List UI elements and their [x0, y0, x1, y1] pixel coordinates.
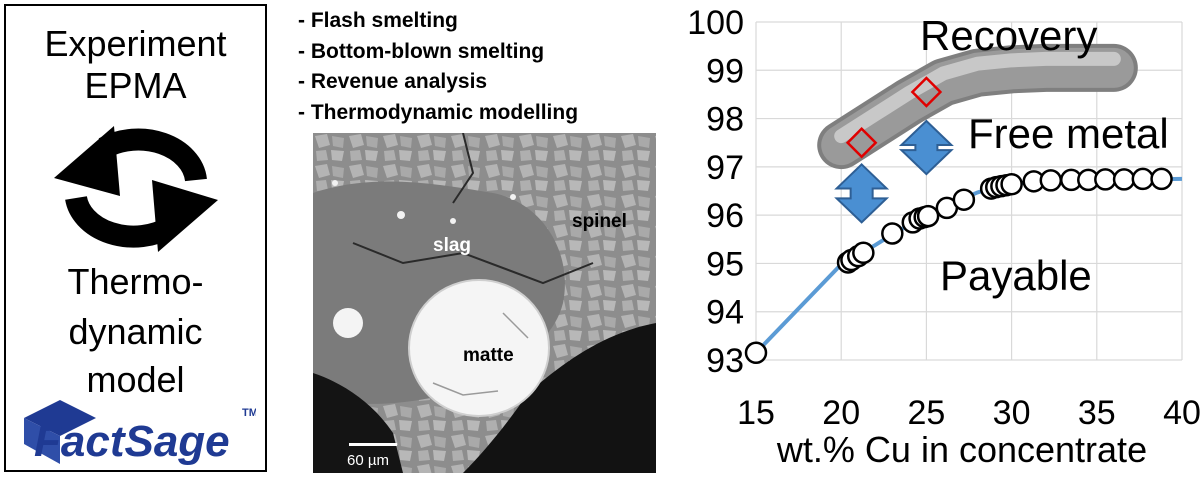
- x-tick-label: 20: [822, 394, 860, 432]
- gap-arrows: [834, 119, 954, 224]
- spinel-label: spinel: [572, 211, 627, 232]
- payable-data-point: [1112, 168, 1136, 191]
- x-tick-label: 35: [1078, 394, 1116, 432]
- matte-droplet: [332, 180, 338, 186]
- list-item: - Flash smelting: [298, 9, 458, 32]
- recovery-band-highlight: [834, 51, 1121, 144]
- recovery-band: [817, 43, 1138, 170]
- y-tick-label: 99: [706, 52, 744, 90]
- pore-region: [463, 323, 656, 473]
- data-points: [744, 76, 1173, 365]
- y-tick-label: 95: [706, 245, 744, 283]
- model-label: model: [86, 359, 185, 400]
- payable-data-point: [1039, 169, 1063, 192]
- crack: [452, 133, 475, 204]
- free-metal-annotation: Free metal: [968, 110, 1169, 157]
- matte-droplet: [510, 194, 516, 200]
- recovery-band-body: [821, 47, 1134, 166]
- process-list: - Flash smelting - Bottom-blown smelting…: [298, 6, 578, 128]
- y-tick-label: 94: [706, 294, 744, 332]
- logo-wordmark: FactSage: [34, 417, 230, 466]
- matte-label: matte: [463, 345, 514, 366]
- model-cycle-panel: Experiment EPMA Thermo- dynamic model Fa…: [4, 4, 267, 472]
- experiment-label: Experiment: [44, 23, 227, 64]
- matte-droplet: [333, 308, 363, 338]
- payable-data-point: [881, 222, 904, 245]
- cycle-arrows-icon: [54, 126, 218, 252]
- payable-annotation: Payable: [940, 252, 1092, 299]
- epma-micrograph: slag spinel matte 60 µm: [313, 133, 656, 473]
- scale-bar: [349, 443, 397, 446]
- dynamic-label: dynamic: [68, 311, 203, 352]
- crack: [352, 242, 594, 285]
- list-item: - Thermodynamic modelling: [298, 100, 579, 124]
- logo-diamond-side: [24, 418, 60, 464]
- y-tick-label: 97: [706, 149, 744, 187]
- matte-droplet: [450, 218, 456, 224]
- thermo-label: Thermo-: [67, 261, 204, 302]
- y-tick-label: 96: [706, 197, 744, 235]
- payable-data-point: [1094, 168, 1117, 191]
- x-tick-label: 30: [993, 394, 1031, 432]
- x-axis-label: wt.% Cu in concentrate: [776, 429, 1147, 470]
- list-item: - Revenue analysis: [298, 70, 488, 93]
- double-arrow-icon: [834, 163, 890, 224]
- recovery-data-point: [910, 76, 943, 108]
- epma-label: EPMA: [84, 65, 187, 106]
- payable-data-point: [1150, 167, 1173, 191]
- list-item: - Bottom-blown smelting: [298, 39, 545, 63]
- payable-data-point: [1000, 172, 1023, 196]
- x-tick-label: 40: [1163, 394, 1200, 432]
- payable-data-point: [916, 204, 940, 228]
- payable-data-point: [1131, 167, 1155, 191]
- y-tick-label: 98: [706, 101, 744, 139]
- y-tick-label: 100: [687, 4, 744, 42]
- payable-data-point: [744, 341, 768, 365]
- slag-label: slag: [433, 235, 471, 256]
- logo-trademark: TM: [242, 407, 256, 419]
- matte-droplet: [397, 211, 405, 219]
- x-axis-ticks: 15 20 25 30 35 40: [737, 394, 1200, 432]
- factsage-logo: FactSage TM: [24, 400, 256, 466]
- crack: [432, 312, 529, 396]
- double-arrow-icon: [898, 119, 954, 176]
- payable-data-point: [952, 188, 976, 211]
- y-axis-ticks: 93 94 95 96 97 98 99 100: [687, 4, 744, 380]
- recovery-data-point: [845, 126, 878, 159]
- x-tick-label: 25: [907, 394, 945, 432]
- x-tick-label: 15: [737, 394, 775, 432]
- y-tick-label: 93: [706, 342, 744, 380]
- payable-data-point: [852, 241, 875, 265]
- matte-droplet-large: [408, 279, 550, 417]
- recovery-annotation: Recovery: [920, 12, 1097, 59]
- pore-region: [313, 373, 403, 473]
- scale-bar-label: 60 µm: [347, 452, 389, 469]
